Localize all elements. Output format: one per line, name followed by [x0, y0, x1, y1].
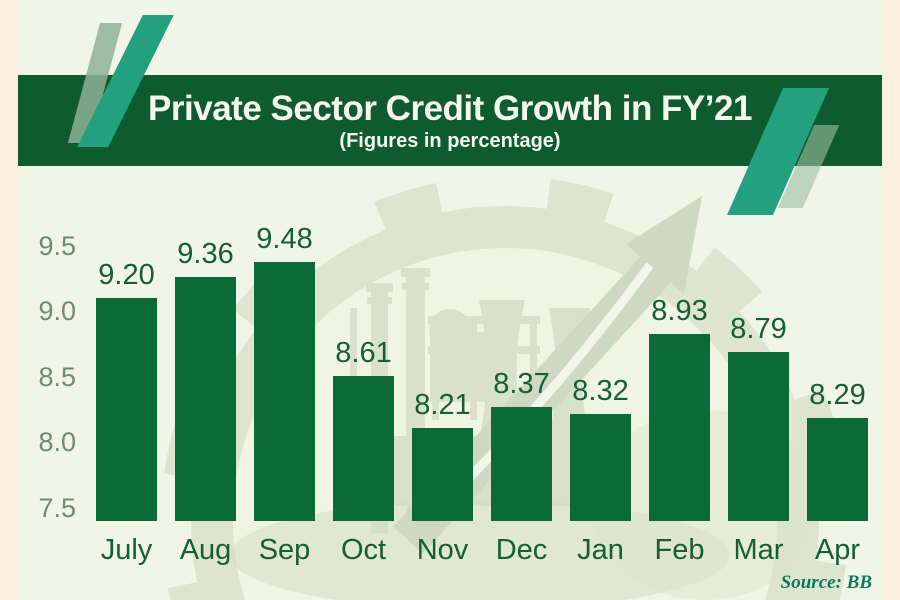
x-axis-category-label: July: [100, 534, 153, 566]
source-credit: Source: BB: [780, 572, 872, 593]
bar-jan: [570, 414, 631, 521]
chart-title: Private Sector Credit Growth in FY’21: [148, 88, 752, 128]
bar-value-label: 8.79: [730, 313, 787, 345]
y-axis-tick-label: 9.0: [38, 296, 76, 327]
bar-oct: [333, 376, 394, 521]
y-axis-tick-label: 7.5: [38, 493, 76, 523]
bar-sep: [254, 262, 315, 521]
bar-value-label: 9.48: [256, 223, 313, 255]
bar-july: [96, 298, 157, 521]
bar-nov: [412, 428, 473, 521]
bar-value-label: 8.32: [572, 375, 629, 407]
bar-mar: [728, 352, 789, 521]
bar-aug: [175, 277, 236, 521]
bar-value-label: 9.20: [98, 259, 155, 291]
title-banner: Private Sector Credit Growth in FY’21 (F…: [18, 75, 882, 166]
y-axis-tick-label: 8.0: [38, 427, 76, 458]
bar-feb: [649, 334, 710, 521]
y-axis-tick-label: 8.5: [38, 361, 76, 392]
bar-value-label: 8.61: [335, 337, 392, 369]
bar-apr: [807, 418, 868, 521]
bar-value-label: 8.29: [809, 379, 866, 411]
chart-subtitle: (Figures in percentage): [339, 129, 561, 152]
bar-dec: [491, 407, 552, 521]
x-axis-category-label: Apr: [814, 534, 861, 566]
y-axis-tick-label: 9.5: [38, 230, 76, 261]
